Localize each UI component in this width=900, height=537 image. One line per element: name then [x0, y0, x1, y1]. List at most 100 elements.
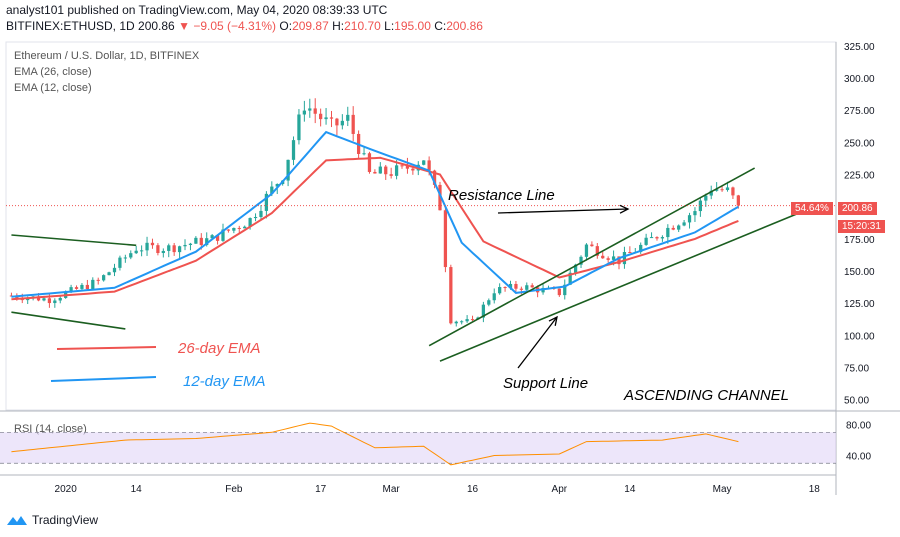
price-pane-border	[5, 41, 837, 411]
candle-body	[709, 190, 713, 196]
candle-body	[134, 250, 138, 254]
candle-body	[525, 285, 529, 290]
support-arrow-head	[548, 315, 558, 326]
ema12-legend[interactable]: EMA (12, close)	[14, 82, 92, 94]
rsi-line	[11, 422, 739, 466]
candle-body	[319, 113, 323, 120]
y-tick-label: 75.00	[844, 364, 869, 375]
candle-body	[340, 120, 344, 126]
candle-body	[226, 229, 231, 231]
candle-body	[704, 195, 708, 201]
x-tick-label: 14	[624, 484, 636, 495]
candle-body	[649, 237, 654, 239]
ema12-annotation-label: 12-day EMA	[183, 373, 266, 390]
candle-body	[671, 227, 675, 230]
candle-body	[443, 210, 448, 268]
candle-body	[237, 227, 241, 229]
ema26-legend[interactable]: EMA (26, close)	[14, 66, 92, 78]
ema26-sample-line	[56, 346, 157, 350]
candle-body	[660, 237, 665, 239]
candle-body	[682, 222, 686, 226]
candle-body	[519, 288, 523, 290]
candle-body	[232, 227, 236, 231]
countdown-tag: 15:20:31	[838, 220, 885, 233]
candle-body	[123, 257, 127, 259]
rsi-band	[0, 432, 836, 464]
trendline-channel-bottom	[439, 205, 815, 362]
candle-body	[422, 160, 426, 165]
y-tick-label: 50.00	[844, 396, 869, 407]
candle-body	[400, 165, 404, 167]
candle-body	[449, 267, 453, 324]
ema12-line	[11, 130, 739, 298]
open-value: 209.87	[292, 19, 329, 33]
support-line-label: Support Line	[503, 375, 588, 392]
candle-body	[687, 215, 692, 223]
resistance-line-label: Resistance Line	[448, 187, 555, 204]
candle-body	[156, 245, 160, 254]
candle-body	[698, 200, 703, 212]
candle-body	[622, 252, 627, 265]
x-tick-label: Mar	[383, 484, 401, 495]
y-tick-label: 275.00	[844, 106, 875, 117]
candle-body	[715, 189, 719, 191]
candle-body	[736, 195, 740, 206]
close-label: C:	[434, 19, 447, 33]
candle-body	[259, 210, 263, 217]
candle-body	[183, 244, 187, 247]
close-value: 200.86	[446, 19, 483, 33]
candle-body	[427, 160, 431, 171]
y-tick-label: 150.00	[844, 267, 875, 278]
y-tick-label: 175.00	[844, 235, 875, 246]
candle-body	[655, 237, 659, 239]
y-tick-label: 125.00	[844, 299, 875, 310]
y-tick-label: 300.00	[844, 74, 875, 85]
candle-body	[80, 284, 84, 289]
x-tick-label: 16	[467, 484, 479, 495]
y-tick-label: 225.00	[844, 171, 875, 182]
y-tick-label: 325.00	[844, 42, 875, 53]
candle-body	[346, 114, 350, 121]
candle-body	[367, 153, 372, 172]
rsi-legend[interactable]: RSI (14, close)	[14, 423, 87, 435]
candle-body	[481, 304, 486, 318]
candle-body	[270, 186, 274, 194]
candle-body	[508, 283, 513, 289]
candle-body	[85, 284, 89, 290]
candle-body	[177, 246, 182, 253]
candle-body	[167, 245, 171, 251]
candle-body	[460, 321, 464, 323]
candle-body	[36, 296, 41, 301]
last-price-tag: 200.86	[838, 202, 877, 215]
candle-body	[606, 258, 610, 260]
candle-body	[530, 285, 534, 288]
candle-body	[324, 117, 328, 120]
resistance-arrow	[497, 208, 629, 214]
candle-body	[264, 193, 269, 211]
candle-body	[590, 244, 594, 247]
candle-body	[188, 243, 193, 245]
candle-body	[487, 300, 491, 305]
candle-body	[693, 211, 697, 216]
candle-body	[129, 253, 133, 258]
candle-body	[194, 237, 198, 244]
candle-body	[411, 168, 415, 171]
candle-body	[573, 264, 578, 273]
candle-body	[563, 284, 567, 296]
candle-body	[617, 256, 621, 265]
candle-body	[145, 242, 149, 251]
candle-body	[498, 287, 502, 294]
candle-body	[432, 170, 437, 185]
symbol: BITFINEX:ETHUSD, 1D	[6, 19, 135, 33]
candle-body	[139, 250, 144, 252]
low-value: 195.00	[394, 19, 431, 33]
candle-body	[394, 165, 399, 176]
candle-body	[405, 165, 410, 169]
candle-body	[215, 235, 220, 241]
candle-body	[199, 237, 203, 245]
tradingview-logo[interactable]: TradingView	[6, 513, 98, 527]
candle-body	[584, 244, 589, 257]
ema26-line	[11, 156, 739, 301]
candle-body	[720, 189, 724, 191]
